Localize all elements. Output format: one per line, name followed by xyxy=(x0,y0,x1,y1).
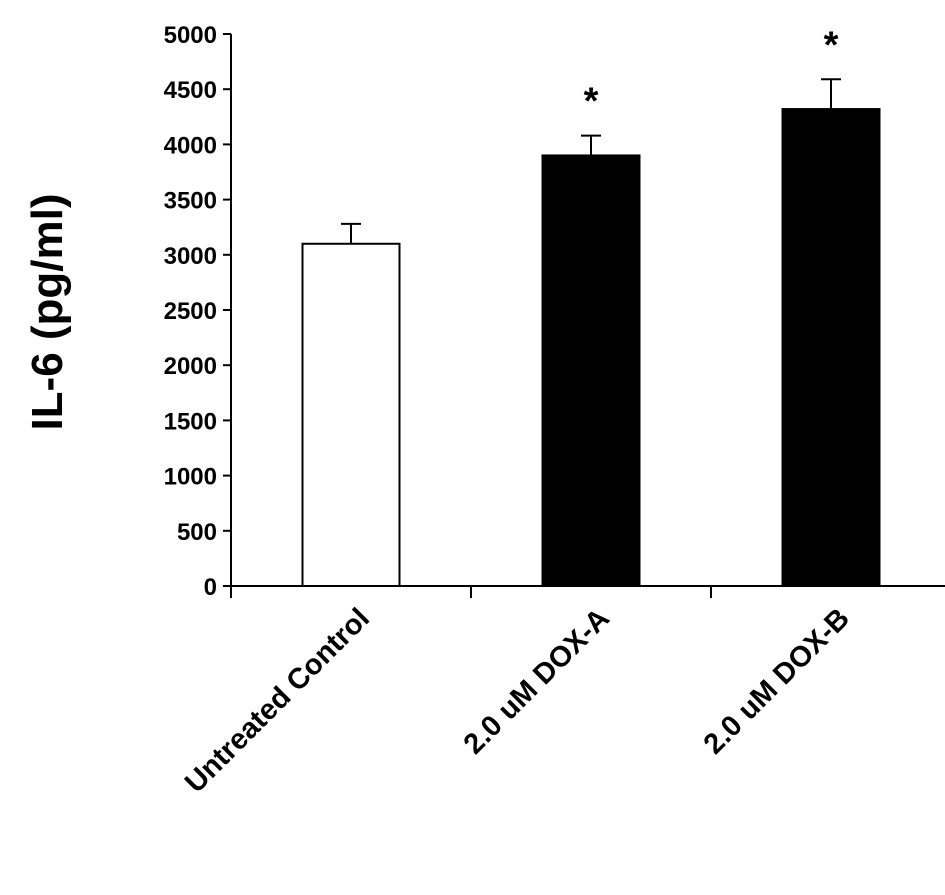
y-tick-label: 1500 xyxy=(164,408,217,435)
bars xyxy=(301,108,881,588)
y-axis: 0 500 1000 1500 2000 2500 3000 3500 4000 4500 5000 xyxy=(164,22,232,601)
y-tick-label: 0 xyxy=(204,574,217,601)
y-tick-label: 3500 xyxy=(164,188,217,215)
significance-star: * xyxy=(824,24,839,66)
y-axis-title: IL-6 (pg/ml) xyxy=(23,193,72,430)
y-tick-label: 5000 xyxy=(164,22,217,49)
x-axis xyxy=(230,585,945,598)
bar xyxy=(781,108,881,588)
bar xyxy=(541,154,641,587)
y-tick-label: 4000 xyxy=(164,132,217,159)
significance-marks: ** xyxy=(584,24,839,122)
y-tick-label: 500 xyxy=(177,519,217,546)
y-tick-label: 1000 xyxy=(164,464,217,491)
y-tick-label: 2000 xyxy=(164,353,217,380)
y-tick-label: 2500 xyxy=(164,298,217,325)
category-label: Untreated Control xyxy=(179,602,376,799)
category-label: 2.0 uM DOX-B xyxy=(698,602,856,760)
y-tick-label: 4500 xyxy=(164,77,217,104)
error-bars xyxy=(341,78,841,244)
category-labels: Untreated Control 2.0 uM DOX-A 2.0 uM DOX-… xyxy=(179,602,856,799)
y-tick-label: 3000 xyxy=(164,243,217,270)
significance-star: * xyxy=(584,81,599,123)
category-label: 2.0 uM DOX-A xyxy=(458,602,616,760)
bar xyxy=(301,242,401,587)
